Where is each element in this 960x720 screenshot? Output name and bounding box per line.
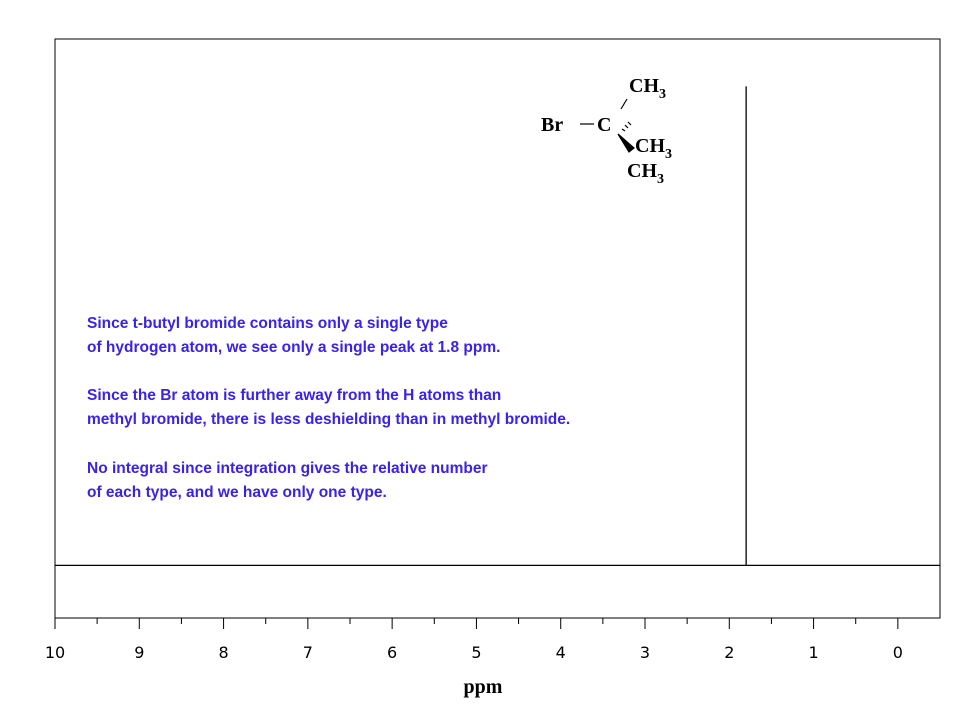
atom-symbol: C [597,114,611,136]
annotation-line: of each type, and we have only one type. [87,484,387,501]
x-tick-label: 1 [808,643,818,662]
annotation-line: of hydrogen atom, we see only a single p… [87,339,500,356]
annotation-line: No integral since integration gives the … [87,460,488,477]
x-tick-label: 0 [893,643,903,662]
atom-label: C [597,114,611,136]
x-tick-label: 6 [387,643,397,662]
bond [621,128,626,132]
x-tick-label: 7 [303,643,313,662]
bond [624,124,629,129]
wedge-bond [617,133,635,153]
atom-label: Br [541,114,563,136]
bond [620,98,628,110]
x-tick-label: 8 [218,643,228,662]
atom-label: CH3 [627,160,664,187]
atom-subscript: 3 [659,87,666,102]
annotation-line: Since the Br atom is further away from t… [87,387,501,404]
plot-frame [54,38,941,619]
atom-label: CH3 [629,75,666,102]
x-tick-label: 10 [45,643,65,662]
x-tick-label: 9 [134,643,144,662]
annotation-line: methyl bromide, there is less deshieldin… [87,411,570,428]
atom-symbol: Br [541,114,563,136]
x-tick-label: 4 [556,643,566,662]
molecule-bonds [580,98,635,153]
bond [627,121,632,126]
x-tick-label: 2 [724,643,734,662]
atom-subscript: 3 [665,147,672,162]
x-axis-title: ppm [464,676,503,698]
atom-subscript: 3 [657,172,664,187]
atom-symbol: CH [635,135,665,157]
x-tick-label: 5 [471,643,481,662]
annotation-line: Since t-butyl bromide contains only a si… [87,315,448,332]
atom-label: CH3 [635,135,672,162]
x-tick-label: 3 [640,643,650,662]
atom-symbol: CH [629,75,659,97]
spectrum-line [55,86,940,567]
atom-symbol: CH [627,160,657,182]
